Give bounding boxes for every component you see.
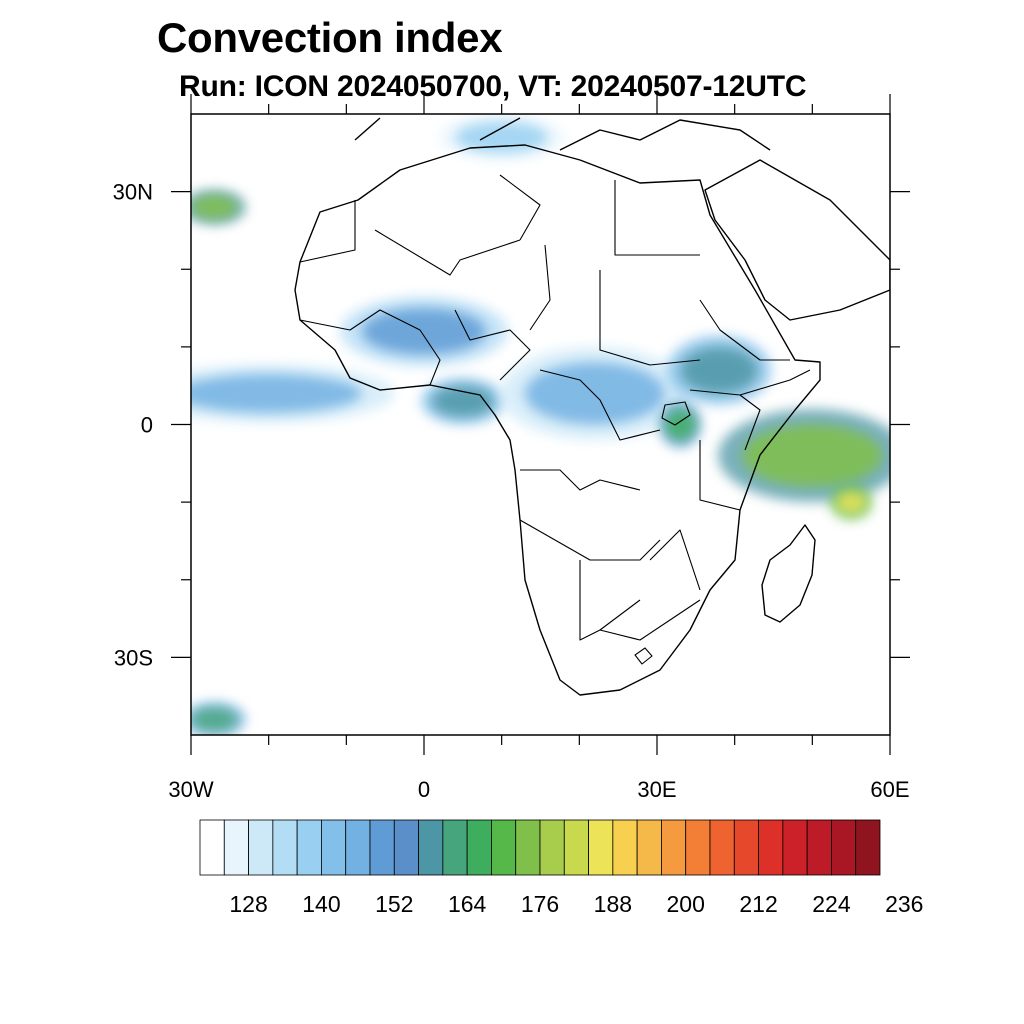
lesotho bbox=[634, 647, 653, 665]
border-mali-algeria bbox=[374, 229, 521, 276]
field-core-indian-ocean-core bbox=[835, 490, 867, 514]
colorbar-bin bbox=[588, 819, 614, 876]
colorbar-bin bbox=[733, 819, 759, 876]
colorbar-bin bbox=[369, 819, 395, 876]
border-congo bbox=[539, 369, 661, 441]
colorbar-bin bbox=[709, 819, 735, 876]
colorbar-label-188: 188 bbox=[594, 891, 632, 917]
colorbar-bin bbox=[539, 819, 565, 876]
lon-label-0: 0 bbox=[418, 777, 430, 802]
border-sahara-west bbox=[299, 200, 356, 263]
coastlines bbox=[294, 117, 890, 696]
colorbar-bin bbox=[636, 819, 662, 876]
border-somalia bbox=[739, 369, 811, 396]
colorbar-bin bbox=[466, 819, 492, 876]
axis-tick-labels: 30N 0 30S 30W 0 30E 60E bbox=[113, 180, 910, 802]
colorbar-bin bbox=[661, 819, 687, 876]
border-libya bbox=[499, 174, 541, 241]
colorbar-bin bbox=[855, 819, 881, 876]
field-core-ethiopia-highlands bbox=[680, 346, 758, 394]
madagascar-coastline bbox=[761, 524, 816, 623]
lat-label-0: 0 bbox=[141, 413, 153, 438]
border-egypt-sudan bbox=[614, 180, 700, 256]
map-subtitle: Run: ICON 2024050700, VT: 20240507-12UTC bbox=[179, 70, 807, 103]
colorbar-label-224: 224 bbox=[812, 891, 851, 917]
lat-label-30N: 30N bbox=[113, 180, 153, 205]
colorbar: 128 140 152 164 176 188 200 212 224 236 bbox=[199, 819, 923, 917]
colorbar-label-236: 236 bbox=[885, 891, 923, 917]
colorbar-label-140: 140 bbox=[302, 891, 340, 917]
colorbar-bin bbox=[515, 819, 541, 876]
field-core-gulf-of-guinea bbox=[431, 385, 494, 417]
field-core-west-africa-sahel bbox=[361, 308, 487, 355]
colorbar-bin bbox=[831, 819, 857, 876]
colorbar-label-164: 164 bbox=[448, 891, 487, 917]
africa-coastline bbox=[294, 144, 821, 696]
border-drc-south bbox=[520, 469, 641, 491]
field-core-atlantic-itcz-band bbox=[191, 374, 362, 413]
field-core-indian-ocean-band bbox=[742, 424, 883, 487]
field-core-central-africa bbox=[524, 362, 665, 425]
arabia-coastline bbox=[704, 159, 890, 321]
border-angola bbox=[519, 519, 661, 561]
colorbar-bin bbox=[199, 819, 225, 876]
border-sudan-south bbox=[599, 270, 701, 366]
border-south-africa bbox=[599, 599, 701, 641]
lake-victoria-shore bbox=[661, 401, 691, 426]
map-title: Convection index bbox=[157, 14, 503, 61]
colorbar-bin bbox=[418, 819, 444, 876]
colorbar-bin bbox=[223, 819, 249, 876]
border-ethiopia bbox=[699, 299, 790, 361]
lon-label-60E: 60E bbox=[870, 777, 909, 802]
colorbar-bin bbox=[248, 819, 274, 876]
colorbar-bin bbox=[296, 819, 322, 876]
lon-label-30W: 30W bbox=[168, 777, 213, 802]
europe-coast bbox=[354, 117, 771, 151]
colorbar-bin bbox=[272, 819, 298, 876]
colorbar-bin bbox=[685, 819, 711, 876]
colorbar-label-128: 128 bbox=[229, 891, 267, 917]
field-core-lake-victoria bbox=[664, 408, 696, 441]
lon-label-30E: 30E bbox=[637, 777, 676, 802]
field-core-sw-atlantic bbox=[191, 707, 238, 732]
border-mozambique bbox=[649, 529, 701, 591]
border-namibia bbox=[579, 560, 641, 641]
colorbar-bin bbox=[491, 819, 517, 876]
border-west-africa bbox=[299, 309, 441, 386]
colorbar-bin bbox=[782, 819, 808, 876]
colorbar-bin bbox=[563, 819, 589, 876]
border-kenya bbox=[689, 389, 761, 451]
border-chad-niger bbox=[529, 244, 551, 331]
colorbar-bin bbox=[758, 819, 784, 876]
convection-field bbox=[191, 114, 890, 735]
colorbar-label-152: 152 bbox=[375, 891, 413, 917]
axis-ticks bbox=[171, 94, 910, 755]
border-nigeria bbox=[454, 309, 531, 381]
colorbar-label-212: 212 bbox=[739, 891, 777, 917]
colorbar-bin bbox=[345, 819, 371, 876]
colorbar-bin bbox=[442, 819, 468, 876]
colorbar-label-176: 176 bbox=[521, 891, 559, 917]
colorbar-bin bbox=[806, 819, 832, 876]
field-core-canary-streak bbox=[191, 195, 238, 219]
colorbar-bin bbox=[321, 819, 347, 876]
border-tanzania bbox=[699, 440, 741, 511]
lat-label-30S: 30S bbox=[114, 645, 153, 670]
colorbar-bin bbox=[612, 819, 638, 876]
colorbar-label-200: 200 bbox=[667, 891, 705, 917]
colorbar-bin bbox=[393, 819, 419, 876]
